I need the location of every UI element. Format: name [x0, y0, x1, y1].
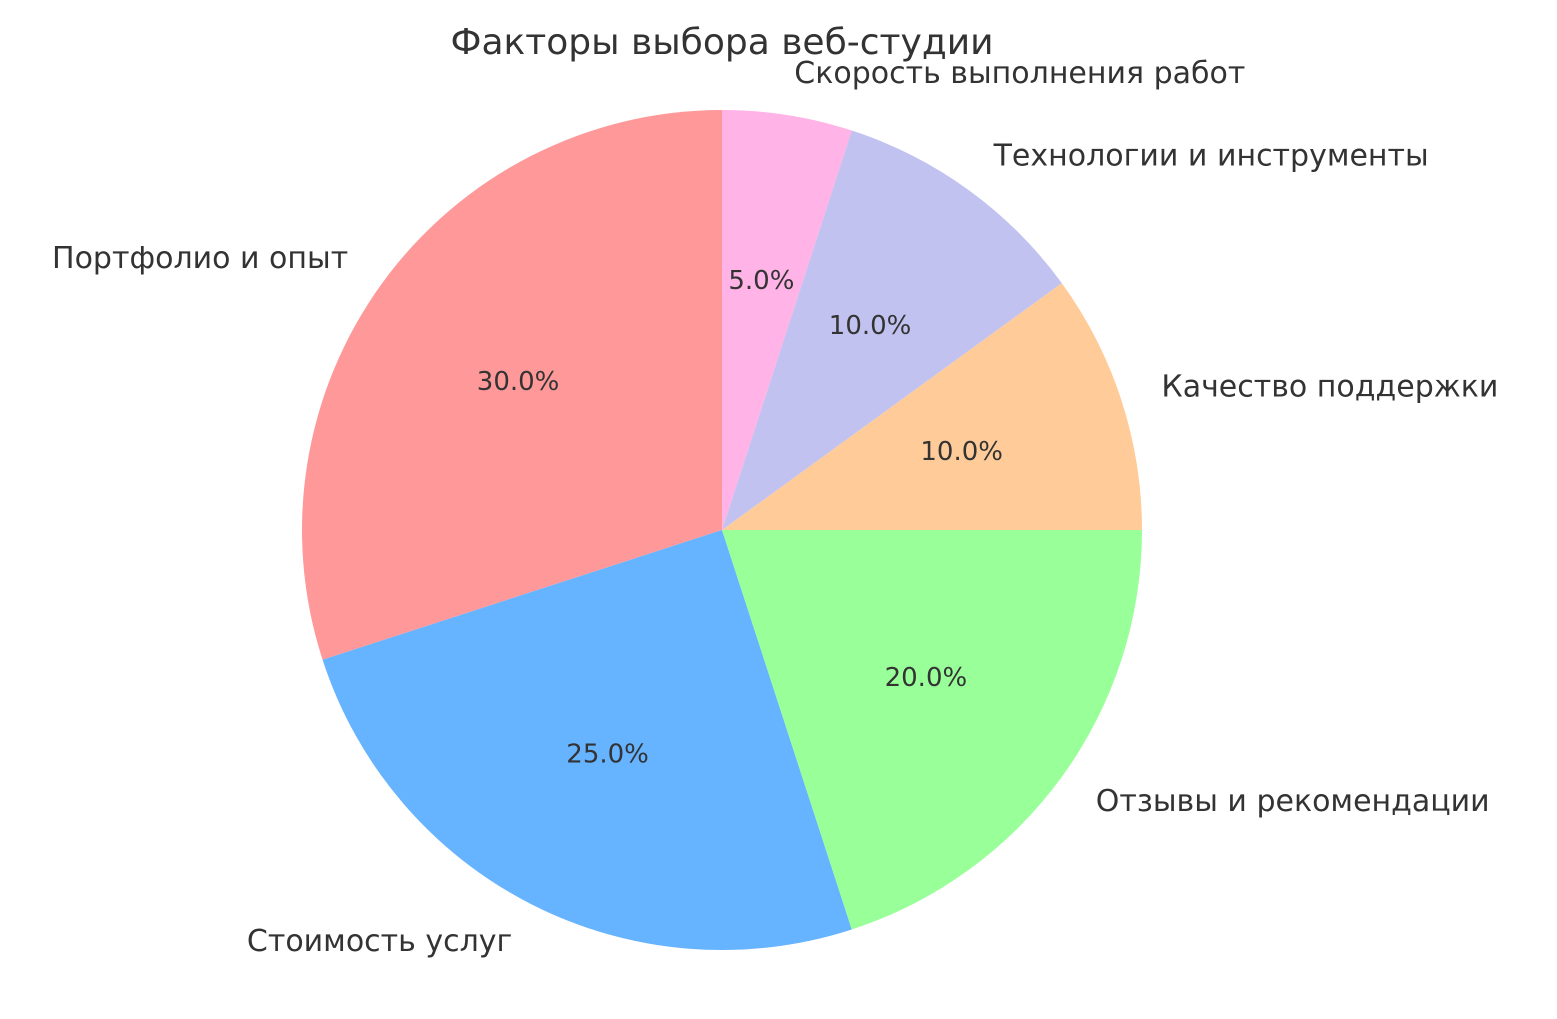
pie-slice-5	[722, 110, 852, 530]
pie-slice-4	[722, 130, 1062, 530]
pie-percent-label-4: 10.0%	[829, 311, 912, 341]
pie-slice-2	[722, 530, 1142, 930]
pie-slice-1	[322, 530, 852, 950]
pie-labels: 30.0% Портфолио и опыт 25.0% Стоимость услу…	[52, 56, 1498, 959]
chart-title: Факторы выбора веб-студии	[450, 22, 993, 63]
pie-category-label-3: Качество поддержки	[1161, 370, 1498, 405]
pie-percent-label-5: 5.0%	[728, 266, 794, 296]
pie-category-label-1: Стоимость услуг	[247, 924, 512, 959]
pie-percent-label-1: 25.0%	[566, 740, 649, 770]
pie-category-label-0: Портфолио и опыт	[52, 241, 348, 276]
pie-percent-label-3: 10.0%	[920, 437, 1003, 467]
pie-category-label-2: Отзывы и рекомендации	[1096, 784, 1490, 819]
pie-category-label-5: Скорость выполнения работ	[794, 56, 1245, 91]
pie-slice-3	[722, 283, 1142, 530]
pie-category-label-4: Технологии и инструменты	[993, 139, 1429, 174]
pie-percent-label-0: 30.0%	[477, 367, 560, 397]
pie-percent-label-2: 20.0%	[885, 663, 968, 693]
pie-slices	[302, 110, 1142, 950]
pie-slice-0	[302, 110, 722, 660]
